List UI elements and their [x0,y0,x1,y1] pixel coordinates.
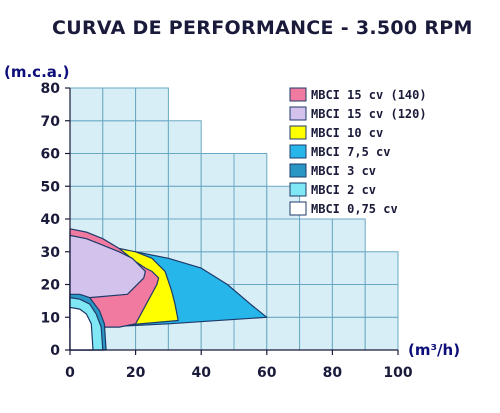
grid-cell [364,284,399,318]
grid-cell [167,218,202,253]
x-tick-label: 20 [126,365,146,381]
legend-label: MBCI 15 cv (140) [311,88,427,102]
grid-cell [200,218,235,253]
x-tick-label: 40 [191,365,211,381]
legend-label: MBCI 10 cv [311,126,383,140]
series-areas [69,228,268,351]
grid-cell [102,87,137,122]
legend-swatch [289,163,307,178]
grid-cell [364,251,399,285]
grid-cell [266,251,301,285]
grid-cell [135,87,169,122]
y-tick-label: 0 [50,343,60,359]
y-tick-label: 50 [41,179,61,195]
grid-cell [167,185,202,220]
legend: MBCI 15 cv (140) MBCI 15 cv (120) MBCI 10 … [289,87,427,216]
grid-cell [102,120,137,154]
legend-label: MBCI 2 cv [311,183,376,197]
grid-cell [69,87,104,122]
legend-swatch [289,144,307,159]
grid-cell [299,218,333,253]
x-tick-label: 60 [257,365,277,381]
y-tick-label: 40 [41,212,61,228]
grid-cell [167,120,202,154]
grid-cell [135,218,169,253]
grid-cell [200,316,235,351]
legend-label: MBCI 0,75 cv [311,202,398,216]
x-axis-label: (m³/h) [408,341,460,359]
y-axis-label: (m.c.a.) [4,63,69,81]
grid-cell [69,153,104,187]
y-tick-label: 30 [41,245,61,261]
grid-cell [200,153,235,187]
legend-swatch [289,201,307,216]
grid-cell [266,316,301,351]
x-tick-label: 100 [383,365,412,381]
grid-cell [69,185,104,220]
grid-cell [233,316,268,351]
grid-cell [233,251,268,285]
grid-cell [233,153,268,187]
grid-cell [266,218,301,253]
chart-title: CURVA DE PERFORMANCE - 3.500 RPM [52,17,473,39]
legend-swatch [289,106,307,121]
grid-cell [233,218,268,253]
legend-label: MBCI 3 cv [311,164,376,178]
grid-cell [69,120,104,154]
x-tick-label: 80 [323,365,343,381]
grid-cell [233,185,268,220]
background-grid [69,87,399,351]
grid-cell [364,316,399,351]
legend-label: MBCI 7,5 cv [311,145,390,159]
y-tick-label: 20 [41,278,61,294]
grid-cell [102,185,137,220]
grid-cell [266,284,301,318]
grid-cell [167,153,202,187]
legend-swatch [289,87,307,102]
grid-cell [299,284,333,318]
grid-cell [299,316,333,351]
legend-swatch [289,182,307,197]
legend-label: MBCI 15 cv (120) [311,107,427,121]
grid-cell [200,185,235,220]
grid-cell [331,284,366,318]
grid-cell [102,153,137,187]
grid-cell [331,218,366,253]
x-tick-label: 0 [65,365,75,381]
grid-cell [331,316,366,351]
y-tick-label: 60 [41,147,61,163]
grid-cell [135,120,169,154]
y-tick-label: 70 [41,114,61,130]
grid-cell [331,251,366,285]
ticks: 0 10 20 30 40 50 60 70 80 0 20 40 60 80 100 [41,81,413,381]
y-tick-label: 10 [41,310,61,326]
y-tick-label: 80 [41,81,61,97]
grid-cell [135,153,169,187]
grid-cell [135,185,169,220]
grid-cell [299,251,333,285]
legend-swatch [289,125,307,140]
